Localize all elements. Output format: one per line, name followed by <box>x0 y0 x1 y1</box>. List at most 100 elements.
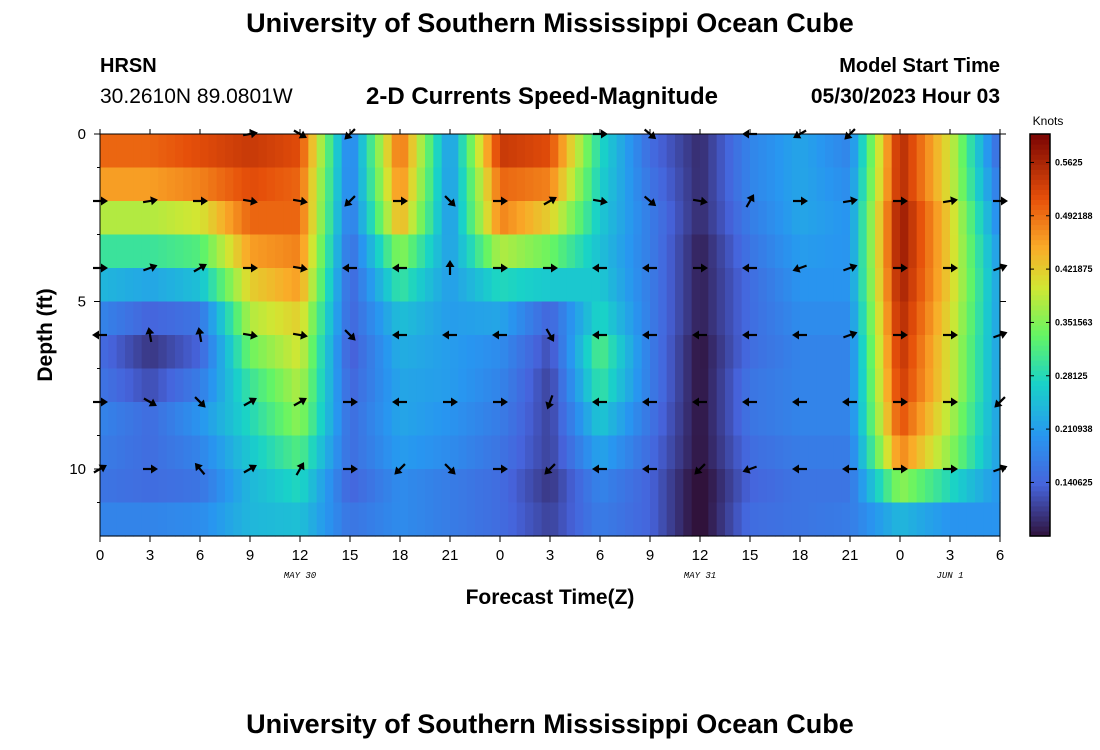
heatmap-cell <box>866 301 876 336</box>
heatmap-cell <box>691 335 701 370</box>
heatmap-cell <box>766 502 776 537</box>
heatmap-cell <box>950 234 959 269</box>
heatmap-cell <box>125 502 134 537</box>
heatmap-cell <box>708 234 718 269</box>
heatmap-cell <box>858 335 868 370</box>
heatmap-cell <box>700 134 709 169</box>
heatmap-cell <box>850 402 859 437</box>
heatmap-cell <box>933 335 943 370</box>
heatmap-cell <box>116 167 126 202</box>
heatmap-cell <box>350 134 359 169</box>
heatmap-cell <box>233 301 243 336</box>
heatmap-cell <box>383 469 393 504</box>
heatmap-cell <box>950 469 959 504</box>
colorbar-band <box>1030 239 1050 246</box>
x-tick-label: 6 <box>996 547 1004 564</box>
heatmap-cell <box>366 201 376 236</box>
heatmap-cell <box>941 201 951 236</box>
heatmap-cell <box>783 402 793 437</box>
heatmap-cell <box>408 402 418 437</box>
heatmap-cell <box>100 301 109 336</box>
heatmap-cell <box>966 335 976 370</box>
heatmap-cell <box>375 268 384 303</box>
heatmap-cell <box>691 234 701 269</box>
heatmap-cell <box>708 134 718 169</box>
current-arrow <box>243 397 257 407</box>
colorbar-tick-label: 0.492188 <box>1055 211 1093 221</box>
heatmap-cell <box>475 368 484 403</box>
colorbar-band <box>1030 380 1050 386</box>
heatmap-cell <box>933 368 943 403</box>
heatmap-cell <box>641 234 651 269</box>
heatmap-cell <box>100 469 109 504</box>
heatmap-cell <box>500 134 509 169</box>
x-tick-label: 0 <box>496 547 504 564</box>
heatmap-cell <box>275 167 284 202</box>
heatmap-cell <box>825 167 834 202</box>
heatmap-cell <box>450 167 459 202</box>
heatmap-cell <box>983 402 993 437</box>
heatmap-cell <box>541 268 551 303</box>
heatmap-cell <box>233 435 243 470</box>
heatmap-cell <box>900 301 909 336</box>
heatmap-cell <box>908 469 918 504</box>
heatmap-cell <box>866 234 876 269</box>
heatmap-cell <box>633 435 643 470</box>
heatmap-cell <box>358 167 368 202</box>
heatmap-cell <box>650 368 659 403</box>
heatmap-cell <box>775 301 784 336</box>
heatmap-cell <box>516 167 526 202</box>
heatmap-cell <box>925 502 934 537</box>
heatmap-cell <box>241 368 251 403</box>
heatmap-cell <box>375 435 384 470</box>
heatmap-cell <box>450 268 459 303</box>
heatmap-cell <box>150 435 159 470</box>
heatmap-cell <box>575 335 584 370</box>
heatmap-cell <box>200 301 209 336</box>
heatmap-cell <box>283 368 293 403</box>
heatmap-cell <box>491 201 501 236</box>
heatmap-cell <box>416 234 426 269</box>
heatmap-cell <box>233 402 243 437</box>
heatmap-cell <box>875 268 884 303</box>
current-arrow <box>842 196 858 206</box>
current-arrow <box>344 329 356 341</box>
heatmap-cell <box>750 268 759 303</box>
heatmap-cell <box>308 301 318 336</box>
heatmap-cell <box>700 201 709 236</box>
current-arrow <box>544 463 556 475</box>
heatmap-cell <box>716 234 726 269</box>
heatmap-cell <box>408 335 418 370</box>
heatmap-cell <box>566 167 576 202</box>
colorbar-band <box>1030 445 1050 452</box>
heatmap-cell <box>166 201 176 236</box>
current-arrow <box>943 263 958 273</box>
heatmap-cell <box>133 167 143 202</box>
heatmap-cell <box>591 201 601 236</box>
heatmap-cell <box>258 201 268 236</box>
heatmap-cell <box>708 301 718 336</box>
heatmap-cell <box>725 234 734 269</box>
heatmap-cell <box>908 502 918 537</box>
heatmap-cell <box>708 268 718 303</box>
heatmap-cell <box>291 201 301 236</box>
current-arrows <box>92 128 1008 476</box>
heatmap-cell <box>816 234 826 269</box>
heatmap-cell <box>508 268 518 303</box>
current-arrow <box>843 263 858 272</box>
heatmap-cell <box>333 167 343 202</box>
heatmap-cell <box>766 435 776 470</box>
heatmap-cell <box>341 435 351 470</box>
heatmap-cell <box>941 134 951 169</box>
x-tick-label: 9 <box>646 547 654 564</box>
heatmap-cell <box>858 134 868 169</box>
heatmap-cell <box>691 167 701 202</box>
heatmap-cell <box>808 301 818 336</box>
colorbar-band <box>1030 390 1050 396</box>
heatmap-cell <box>133 268 143 303</box>
heatmap-cell <box>950 502 959 537</box>
heatmap-cell <box>175 435 184 470</box>
heatmap-cell <box>150 402 159 437</box>
current-arrow <box>943 330 958 340</box>
heatmap-cell <box>158 134 168 169</box>
